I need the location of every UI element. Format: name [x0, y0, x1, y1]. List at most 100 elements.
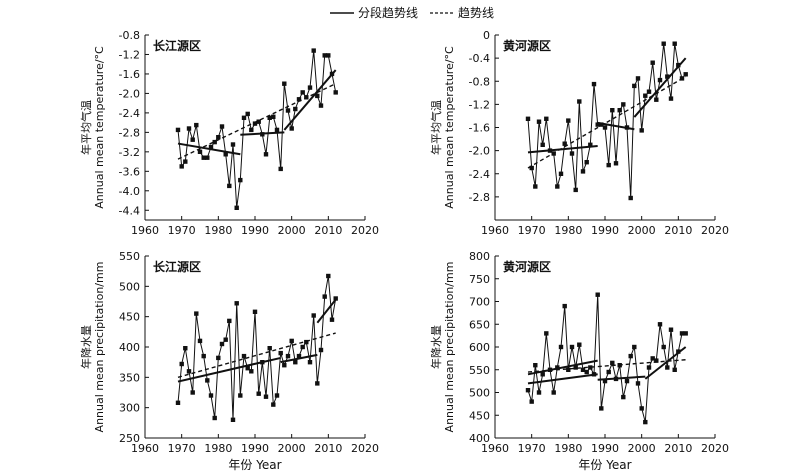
data-point — [562, 141, 567, 146]
data-point — [322, 53, 327, 58]
data-point — [525, 116, 531, 121]
y-tick-label: -1.6 — [119, 68, 140, 81]
data-point — [186, 369, 192, 374]
y-tick-label: 450 — [469, 409, 490, 422]
data-point — [315, 381, 320, 386]
segment-trend-line — [527, 145, 598, 154]
x-tick-label: 2020 — [351, 442, 379, 455]
data-point — [216, 135, 221, 140]
data-point — [657, 77, 663, 83]
data-point — [212, 415, 217, 421]
data-point — [650, 356, 655, 361]
data-point — [230, 142, 236, 147]
data-point — [668, 327, 674, 332]
data-point — [256, 119, 261, 124]
data-point — [643, 419, 648, 425]
x-tick-label: 2020 — [701, 442, 729, 455]
data-point — [654, 358, 659, 363]
data-point — [672, 367, 677, 372]
segment-trend-line — [597, 375, 646, 381]
x-tick-label: 2000 — [278, 442, 306, 455]
data-point — [533, 363, 538, 368]
data-point — [657, 322, 663, 327]
data-point — [326, 53, 331, 58]
segment-trend-line — [177, 356, 281, 383]
data-point — [282, 363, 287, 368]
data-point — [635, 76, 641, 81]
data-point — [263, 394, 269, 399]
x-tick-label: 2020 — [701, 224, 729, 237]
data-point — [300, 344, 305, 350]
data-point — [683, 331, 688, 336]
data-point — [223, 152, 228, 157]
legend-trend-label: 趋势线 — [458, 6, 494, 20]
y-tick-label: -1.6 — [469, 122, 490, 135]
data-point — [329, 317, 335, 322]
series-line — [527, 43, 687, 199]
data-point — [580, 169, 586, 174]
x-tick-label: 2010 — [664, 442, 692, 455]
x-tick-label: 1990 — [241, 442, 269, 455]
y-tick-label: -2.4 — [469, 168, 490, 181]
y-axis-title-cn: 年降水量 — [79, 325, 93, 369]
panel-br: 1960 1970 1980 1990 2000 2010 2020 400 450 500 550… — [429, 250, 729, 455]
data-point — [628, 353, 633, 359]
y-tick-label: -1.2 — [469, 98, 490, 111]
data-point — [186, 126, 192, 131]
data-point — [665, 365, 670, 370]
y-tick-label: -2.0 — [469, 145, 490, 158]
data-point — [621, 394, 626, 400]
y-tick-label: -4.4 — [119, 204, 140, 217]
data-point — [267, 346, 272, 351]
data-point — [285, 108, 291, 113]
y-tick-label: -0.8 — [469, 75, 490, 88]
data-point — [307, 85, 313, 90]
data-point — [624, 378, 630, 384]
data-point — [296, 353, 302, 359]
series-line — [527, 294, 686, 423]
overall-trend-line — [177, 332, 336, 379]
data-point — [311, 313, 316, 318]
data-point — [533, 184, 538, 189]
legend-segment-label: 分段趋势线 — [358, 5, 418, 20]
data-point — [643, 93, 648, 98]
data-point — [216, 355, 221, 361]
data-point — [278, 166, 283, 172]
data-point — [650, 60, 655, 65]
data-point — [606, 369, 611, 375]
data-point — [599, 122, 604, 127]
x-tick-label: 2010 — [314, 224, 342, 237]
x-axis-title-left: 年份 Year — [228, 458, 281, 472]
y-tick-label: -0.4 — [469, 52, 490, 65]
overall-trend-line — [527, 359, 686, 373]
data-point — [536, 119, 542, 124]
data-point — [646, 365, 652, 370]
data-point — [326, 273, 331, 279]
y-axis-title-en: Annual mean temperature/°C — [93, 46, 106, 209]
x-tick-label: 2010 — [314, 442, 342, 455]
data-point — [632, 344, 637, 350]
y-tick-label: 0 — [483, 29, 490, 42]
data-point — [278, 350, 283, 356]
y-tick-label: -1.2 — [119, 48, 140, 61]
y-axis-title: 年平均气温Annual mean temperature/°C — [429, 46, 456, 209]
data-point — [551, 390, 556, 395]
panels: 1960 1970 1980 1990 2000 2010 2020 -4.4 -4.0 -3.6… — [79, 29, 729, 455]
data-point — [661, 344, 666, 350]
panel-title: 黄河源区 — [503, 38, 551, 53]
y-tick-label: 550 — [469, 364, 490, 377]
data-point — [194, 311, 199, 316]
data-point — [190, 390, 195, 395]
data-point — [315, 93, 320, 99]
segment-trend-line — [527, 359, 598, 376]
y-tick-label: 400 — [469, 432, 490, 445]
x-tick-label: 1960 — [131, 442, 159, 455]
y-tick-label: 500 — [469, 387, 490, 400]
x-tick-label: 2000 — [628, 442, 656, 455]
y-tick-label: -3.6 — [119, 165, 140, 178]
data-point — [595, 292, 600, 297]
data-point — [632, 83, 637, 89]
data-point — [175, 400, 181, 405]
data-point — [274, 393, 280, 398]
panel-title: 黄河源区 — [503, 259, 551, 274]
